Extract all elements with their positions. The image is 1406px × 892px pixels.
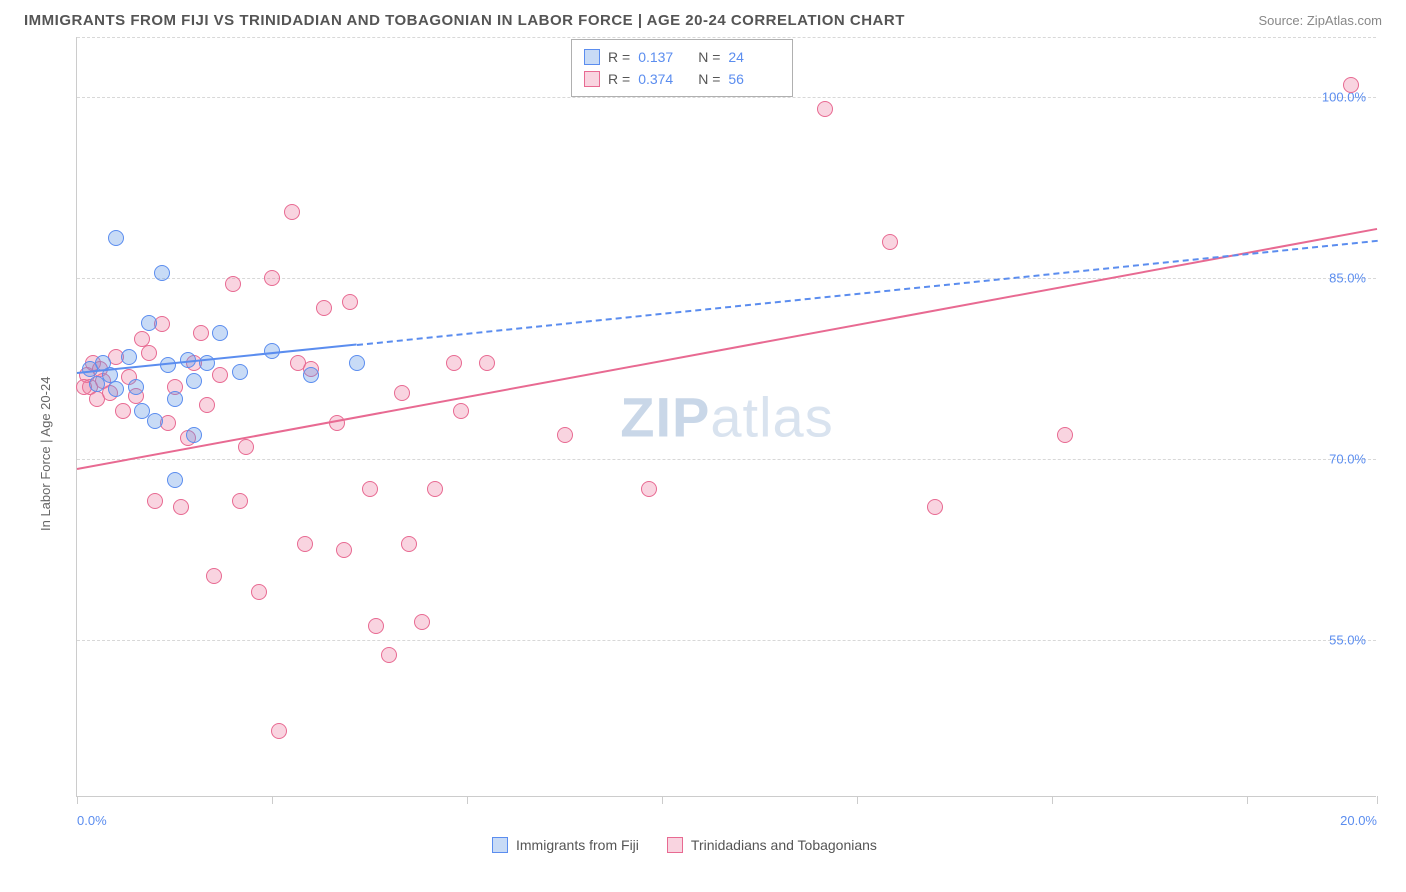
data-point-trin bbox=[225, 276, 241, 292]
data-point-trin bbox=[401, 536, 417, 552]
legend-row-trin: R = 0.374 N = 56 bbox=[584, 68, 780, 90]
x-tick bbox=[1247, 796, 1248, 804]
gridline-h bbox=[77, 640, 1376, 641]
data-point-trin bbox=[141, 345, 157, 361]
data-point-trin bbox=[479, 355, 495, 371]
swatch-fiji bbox=[584, 49, 600, 65]
x-tick bbox=[467, 796, 468, 804]
y-tick-label: 100.0% bbox=[1322, 90, 1366, 105]
data-point-trin bbox=[336, 542, 352, 558]
data-point-trin bbox=[362, 481, 378, 497]
r-label: R = bbox=[608, 46, 630, 68]
data-point-trin bbox=[381, 647, 397, 663]
x-tick-label: 0.0% bbox=[77, 813, 107, 828]
r-label: R = bbox=[608, 68, 630, 90]
legend-item-trin: Trinidadians and Tobagonians bbox=[667, 837, 877, 853]
data-point-trin bbox=[264, 270, 280, 286]
data-point-trin bbox=[1343, 77, 1359, 93]
correlation-legend: R = 0.137 N = 24 R = 0.374 N = 56 bbox=[571, 39, 793, 97]
gridline-h bbox=[77, 459, 1376, 460]
data-point-fiji bbox=[108, 381, 124, 397]
data-point-trin bbox=[297, 536, 313, 552]
series-legend: Immigrants from Fiji Trinidadians and To… bbox=[492, 837, 877, 853]
data-point-trin bbox=[641, 481, 657, 497]
swatch-fiji bbox=[492, 837, 508, 853]
data-point-trin bbox=[232, 493, 248, 509]
data-point-trin bbox=[212, 367, 228, 383]
data-point-fiji bbox=[303, 367, 319, 383]
data-point-fiji bbox=[147, 413, 163, 429]
plot-area: ZIPatlas R = 0.137 N = 24 R = 0.374 N = … bbox=[76, 37, 1376, 797]
y-axis-label: In Labor Force | Age 20-24 bbox=[38, 377, 53, 531]
x-tick bbox=[662, 796, 663, 804]
legend-row-fiji: R = 0.137 N = 24 bbox=[584, 46, 780, 68]
watermark-rest: atlas bbox=[710, 386, 833, 449]
source-attribution: Source: ZipAtlas.com bbox=[1258, 13, 1382, 28]
y-tick-label: 55.0% bbox=[1329, 633, 1366, 648]
data-point-trin bbox=[882, 234, 898, 250]
swatch-trin bbox=[584, 71, 600, 87]
data-point-trin bbox=[316, 300, 332, 316]
data-point-fiji bbox=[121, 349, 137, 365]
data-point-trin bbox=[1057, 427, 1073, 443]
chart-title: IMMIGRANTS FROM FIJI VS TRINIDADIAN AND … bbox=[24, 12, 905, 29]
trend-line-dashed bbox=[356, 240, 1377, 346]
data-point-fiji bbox=[186, 427, 202, 443]
x-tick bbox=[1052, 796, 1053, 804]
data-point-trin bbox=[271, 723, 287, 739]
data-point-trin bbox=[193, 325, 209, 341]
r-value-trin: 0.374 bbox=[638, 68, 690, 90]
n-value-trin: 56 bbox=[728, 68, 780, 90]
data-point-fiji bbox=[212, 325, 228, 341]
data-point-trin bbox=[147, 493, 163, 509]
x-tick bbox=[272, 796, 273, 804]
x-tick bbox=[77, 796, 78, 804]
legend-label-fiji: Immigrants from Fiji bbox=[516, 837, 639, 853]
data-point-trin bbox=[394, 385, 410, 401]
data-point-fiji bbox=[349, 355, 365, 371]
data-point-fiji bbox=[141, 315, 157, 331]
data-point-fiji bbox=[154, 265, 170, 281]
data-point-trin bbox=[115, 403, 131, 419]
data-point-trin bbox=[173, 499, 189, 515]
data-point-fiji bbox=[167, 391, 183, 407]
data-point-trin bbox=[368, 618, 384, 634]
data-point-trin bbox=[238, 439, 254, 455]
data-point-trin bbox=[453, 403, 469, 419]
data-point-trin bbox=[199, 397, 215, 413]
data-point-fiji bbox=[167, 472, 183, 488]
data-point-fiji bbox=[108, 230, 124, 246]
y-tick-label: 70.0% bbox=[1329, 452, 1366, 467]
watermark: ZIPatlas bbox=[620, 385, 833, 450]
chart-container: In Labor Force | Age 20-24 ZIPatlas R = … bbox=[24, 37, 1382, 797]
watermark-bold: ZIP bbox=[620, 386, 710, 449]
data-point-trin bbox=[446, 355, 462, 371]
r-value-fiji: 0.137 bbox=[638, 46, 690, 68]
gridline-h bbox=[77, 37, 1376, 38]
data-point-fiji bbox=[128, 379, 144, 395]
data-point-trin bbox=[927, 499, 943, 515]
legend-label-trin: Trinidadians and Tobagonians bbox=[691, 837, 877, 853]
n-value-fiji: 24 bbox=[728, 46, 780, 68]
data-point-fiji bbox=[232, 364, 248, 380]
n-label: N = bbox=[698, 68, 720, 90]
data-point-fiji bbox=[186, 373, 202, 389]
data-point-trin bbox=[251, 584, 267, 600]
swatch-trin bbox=[667, 837, 683, 853]
gridline-h bbox=[77, 97, 1376, 98]
data-point-trin bbox=[206, 568, 222, 584]
data-point-trin bbox=[284, 204, 300, 220]
data-point-trin bbox=[414, 614, 430, 630]
data-point-trin bbox=[342, 294, 358, 310]
data-point-trin bbox=[427, 481, 443, 497]
x-tick bbox=[1377, 796, 1378, 804]
legend-item-fiji: Immigrants from Fiji bbox=[492, 837, 639, 853]
y-tick-label: 85.0% bbox=[1329, 271, 1366, 286]
x-tick bbox=[857, 796, 858, 804]
data-point-trin bbox=[817, 101, 833, 117]
n-label: N = bbox=[698, 46, 720, 68]
data-point-trin bbox=[557, 427, 573, 443]
x-tick-label: 20.0% bbox=[1340, 813, 1377, 828]
